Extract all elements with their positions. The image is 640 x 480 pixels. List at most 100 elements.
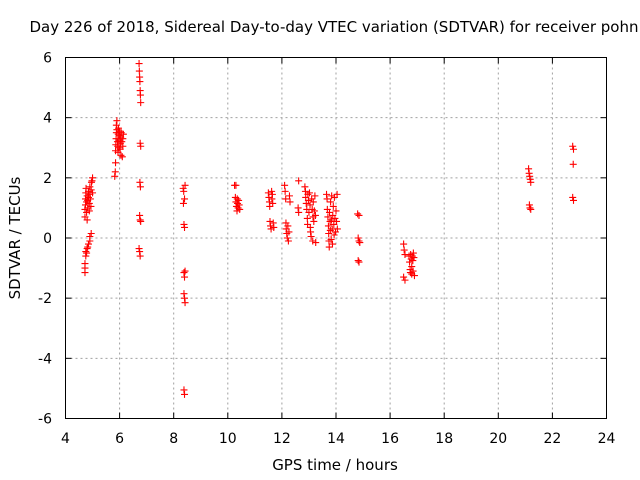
data-point <box>270 223 278 231</box>
x-tick-label: 14 <box>327 431 345 447</box>
x-tick-label: 6 <box>115 431 124 447</box>
data-point <box>324 222 332 230</box>
data-point <box>355 237 363 245</box>
data-point <box>333 217 341 225</box>
y-tick-label: 6 <box>43 51 52 67</box>
data-point <box>84 240 92 248</box>
data-point <box>179 199 187 207</box>
y-tick-label: -4 <box>38 351 52 367</box>
data-point <box>83 216 91 224</box>
data-point <box>310 207 318 215</box>
data-point <box>355 211 363 219</box>
data-point <box>312 239 320 247</box>
data-point <box>181 267 189 275</box>
data-point <box>527 178 535 186</box>
x-tick-label: 16 <box>381 431 399 447</box>
data-point <box>354 210 362 218</box>
data-point <box>295 177 303 185</box>
data-point <box>119 142 127 150</box>
y-tick-label: -6 <box>38 412 52 428</box>
data-point <box>282 219 290 227</box>
data-point <box>232 181 240 189</box>
data-point <box>118 153 126 161</box>
data-point <box>330 231 338 239</box>
data-point <box>326 217 334 225</box>
data-point <box>269 199 277 207</box>
data-point <box>295 208 303 216</box>
data-point <box>84 243 92 251</box>
x-tick-label: 20 <box>489 431 507 447</box>
data-point <box>331 214 339 222</box>
y-tick-label: 4 <box>43 111 52 127</box>
data-point <box>87 229 95 237</box>
data-point <box>85 199 93 207</box>
data-point <box>324 213 332 221</box>
x-tick-label: 18 <box>435 431 453 447</box>
data-point <box>569 160 577 168</box>
data-point <box>268 190 276 198</box>
data-point <box>112 159 120 167</box>
data-point <box>85 207 93 215</box>
data-point <box>526 204 534 212</box>
data-point <box>86 183 94 191</box>
data-point <box>181 195 189 203</box>
data-point <box>113 117 121 125</box>
data-point <box>310 217 318 225</box>
data-point <box>136 91 144 99</box>
data-point <box>329 202 337 210</box>
x-tick-label: 24 <box>598 431 616 447</box>
data-point <box>323 195 331 203</box>
data-point <box>117 151 125 159</box>
data-point <box>286 198 294 206</box>
data-point <box>410 272 418 280</box>
data-point <box>181 273 189 281</box>
data-point <box>283 234 291 242</box>
data-point <box>89 174 97 182</box>
data-point <box>136 252 144 260</box>
data-points <box>81 60 577 398</box>
data-point <box>115 144 123 152</box>
data-point <box>406 258 414 266</box>
data-point <box>236 205 244 213</box>
data-point <box>136 183 144 191</box>
data-point <box>137 99 145 107</box>
grid <box>65 57 607 419</box>
data-point <box>136 78 144 86</box>
data-point <box>355 258 363 266</box>
x-tick-label: 10 <box>219 431 237 447</box>
data-point <box>356 239 364 247</box>
x-tick-label: 22 <box>543 431 561 447</box>
data-point <box>282 195 290 203</box>
data-point <box>569 193 577 201</box>
data-point <box>400 273 408 281</box>
data-point <box>180 187 188 195</box>
data-point <box>268 187 276 195</box>
data-point <box>400 246 408 254</box>
data-point <box>118 138 126 146</box>
data-point <box>331 228 339 236</box>
data-point <box>305 208 313 216</box>
data-point <box>89 189 97 197</box>
data-point <box>181 299 189 307</box>
data-point <box>332 207 340 215</box>
data-point <box>569 196 577 204</box>
data-point <box>135 60 143 68</box>
data-point <box>308 195 316 203</box>
data-point <box>328 240 336 248</box>
data-point <box>307 232 315 240</box>
chart-title: Day 226 of 2018, Sidereal Day-to-day VTE… <box>29 18 638 36</box>
data-point <box>135 67 143 75</box>
y-axis-label: SDTVAR / TECUs <box>6 176 24 299</box>
data-point <box>285 228 293 236</box>
data-point <box>325 229 333 237</box>
x-axis-label: GPS time / hours <box>272 456 398 474</box>
x-tick-label: 4 <box>61 431 70 447</box>
data-point <box>408 263 416 271</box>
data-point <box>137 217 145 225</box>
data-point <box>569 142 577 150</box>
data-point <box>400 240 408 248</box>
data-point <box>86 195 94 203</box>
data-point <box>569 145 577 153</box>
data-point <box>333 225 341 233</box>
